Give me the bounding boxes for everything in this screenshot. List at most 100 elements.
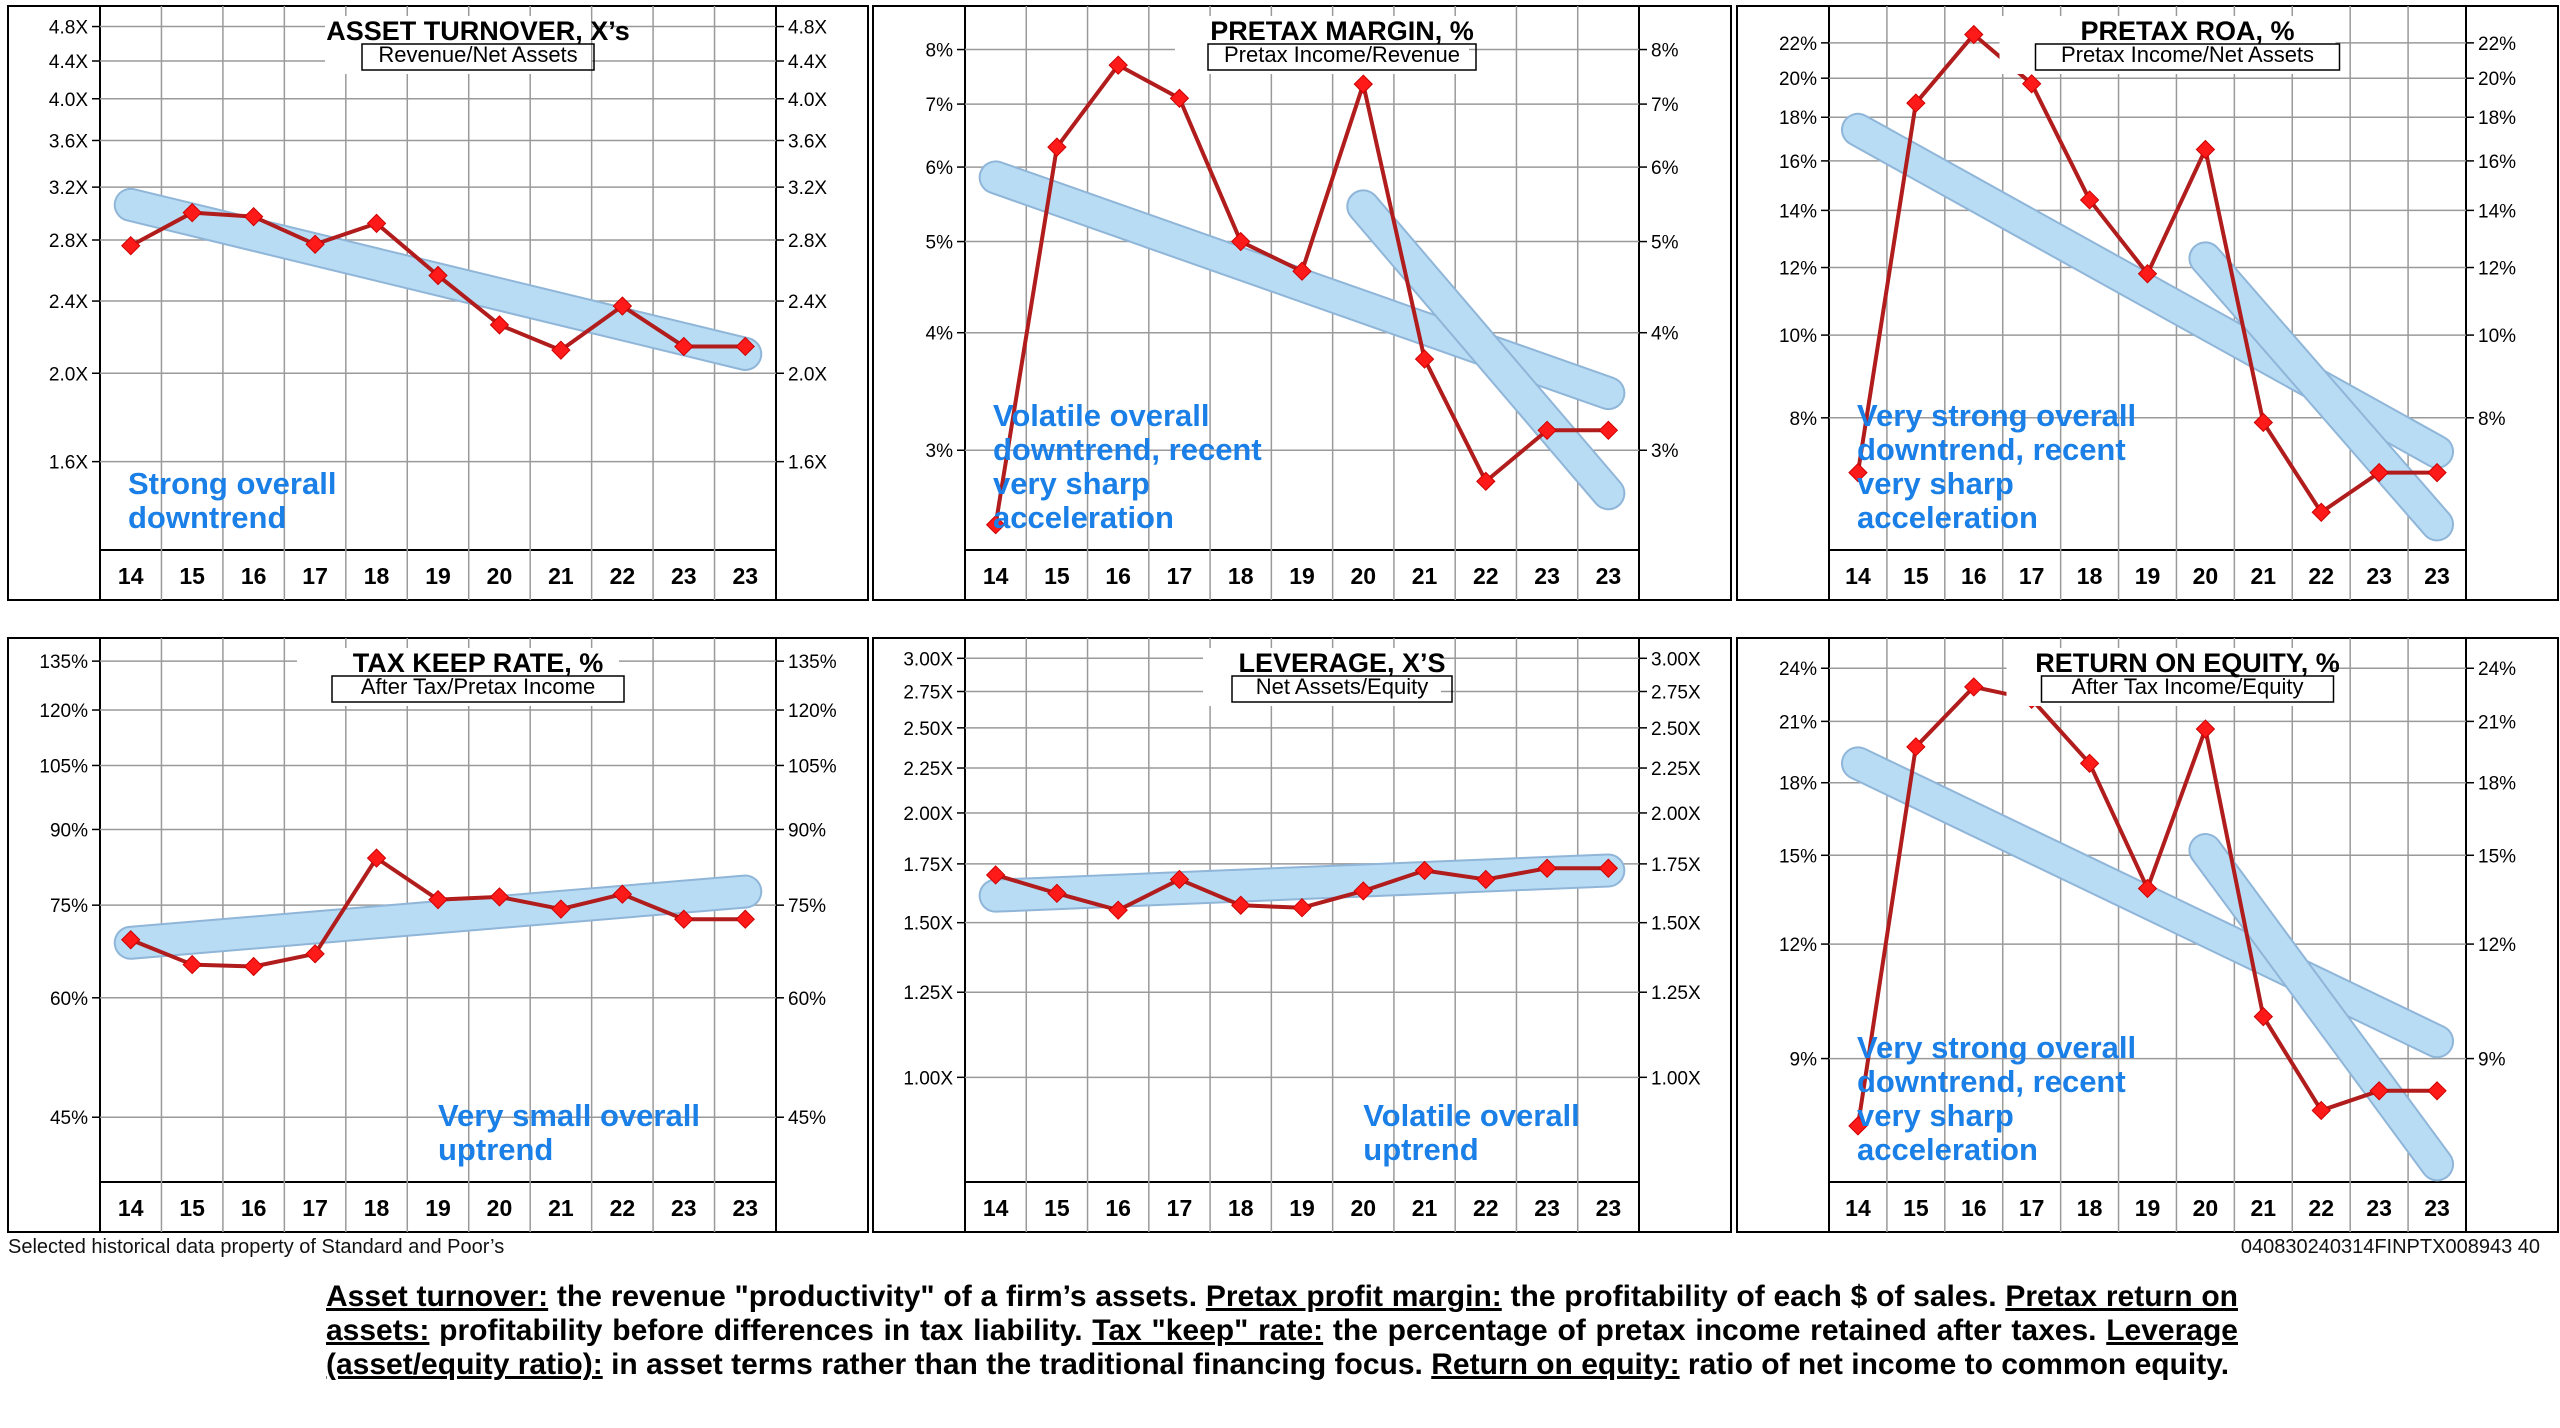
data-point-marker [2079,753,2100,774]
title-background [1203,648,1441,706]
glossary-definition: ratio of net income to common equity. [1679,1348,2230,1381]
y-tick-label-right: 4.8X [788,18,827,39]
glossary-definition: the revenue "productivity" of a firm’s a… [548,1280,1206,1313]
data-point-marker [1476,869,1496,890]
y-tick-label-right: 60% [788,989,826,1010]
y-tick-label-right: 4% [1651,324,1679,345]
data-point-marker [674,909,694,929]
y-tick-label-left: 6% [926,158,954,179]
subtitle-box [331,675,625,703]
annotation-text: uptrend [438,1132,553,1167]
subtitle-box [2034,43,2341,71]
x-tick-label: 16 [241,1195,267,1221]
annotation-text: acceleration [1857,500,2038,535]
y-tick-label-left: 105% [39,756,88,777]
annotation-text: downtrend [128,500,286,535]
y-tick-label-right: 2.00X [1651,804,1701,825]
y-tick-label-right: 120% [788,701,837,722]
y-tick-label-right: 1.00X [1651,1068,1701,1089]
x-tick-label: 23 [732,1195,758,1221]
data-point-marker [674,336,694,357]
y-tick-label-left: 4.8X [49,18,88,39]
data-point-marker [1047,883,1067,904]
annotation-text: downtrend, recent [1857,1064,2126,1099]
data-point-marker [551,899,571,919]
data-point-marker [551,340,571,360]
y-tick-label-right: 5% [1651,233,1679,254]
y-tick-label-right: 1.75X [1651,855,1701,876]
title-background [2006,648,2329,706]
annotation-text: uptrend [1363,1132,1478,1167]
x-tick-label: 14 [1845,563,1871,589]
annotation-text: Very strong overall [1857,1030,2136,1065]
y-tick-label-left: 2.00X [903,804,953,825]
x-tick-label: 14 [983,563,1009,589]
y-tick-label-right: 15% [2478,846,2516,867]
x-tick-label: 23 [2424,1195,2450,1221]
chart-title: RETURN ON EQUITY, % [2035,648,2340,678]
chart-panel-6: 9% 9% 12% 12% 15% 15% 18% 18% 21% 21% 24% 24% 14 15 16… [1736,637,2559,1233]
data-point-marker [2311,502,2331,522]
data-point-marker [1537,420,1557,441]
y-tick-label-right: 12% [2478,935,2516,956]
glossary-term: Pretax profit margin: [1205,1280,1502,1313]
y-tick-label-left: 2.50X [903,719,953,740]
data-point-marker [1292,898,1312,918]
chart-subtitle: Pretax Income/Revenue [1224,42,1460,67]
data-point-marker [2427,462,2447,483]
y-tick-label-left: 16% [1779,152,1817,173]
x-tick-label: 19 [2135,1195,2161,1221]
y-tick-label-left: 90% [50,820,88,841]
y-tick-label-right: 3.6X [788,131,827,152]
data-point-marker [121,235,141,256]
data-point-marker [1353,881,1373,901]
y-tick-label-left: 18% [1779,108,1817,129]
data-point-marker [1906,737,1926,757]
y-tick-label-left: 14% [1779,201,1817,222]
glossary-term: Return on equity: [1431,1348,1680,1381]
y-tick-label-left: 4.4X [49,52,88,73]
y-tick-label-right: 3.00X [1651,649,1701,670]
trend-band [2190,243,2453,540]
y-tick-label-left: 5% [926,233,954,254]
x-tick-label: 16 [1105,1195,1131,1221]
y-tick-label-left: 21% [1779,712,1817,733]
data-point-marker [1414,349,1435,369]
annotation-text: acceleration [1857,1132,2038,1167]
data-point-marker [985,865,1006,885]
data-point-marker [2369,462,2389,483]
y-tick-label-left: 45% [50,1108,88,1129]
y-tick-label-right: 8% [2478,409,2506,430]
y-tick-label-right: 2.75X [1651,682,1701,703]
data-point-marker [1964,677,1984,697]
y-tick-label-left: 20% [1779,69,1817,90]
y-tick-label-left: 120% [39,701,88,722]
x-tick-label: 18 [364,1195,390,1221]
x-tick-label: 23 [2366,563,2392,589]
y-tick-label-right: 21% [2478,712,2516,733]
x-tick-label: 20 [487,563,513,589]
glossary-term: Leverage (asset/equity ratio): [326,1314,2238,1381]
x-tick-label: 18 [364,563,390,589]
x-tick-label: 22 [2308,563,2334,589]
x-tick-label: 23 [1596,563,1622,589]
data-point-marker [366,213,387,234]
x-tick-label: 21 [2251,1195,2277,1221]
annotation-text: Strong overall [128,466,336,501]
glossary-definition: the profitability of each $ of sales. [1501,1280,2006,1313]
data-point-marker [305,234,325,254]
data-point-marker [1476,471,1496,492]
data-point-marker [1047,137,1067,157]
y-tick-label-left: 60% [50,989,88,1010]
glossary-definition: in asset terms rather than the tradition… [602,1348,1432,1381]
data-point-marker [2021,74,2042,94]
data-point-marker [612,296,633,316]
y-tick-label-left: 9% [1790,1050,1818,1071]
data-point-marker [2427,1081,2447,1101]
title-background [1999,16,2336,74]
y-tick-label-left: 7% [926,95,954,116]
title-background [325,16,591,74]
plot-frame [1828,5,2467,601]
subtitle-box [361,43,595,71]
data-point-marker [2311,1100,2331,1121]
